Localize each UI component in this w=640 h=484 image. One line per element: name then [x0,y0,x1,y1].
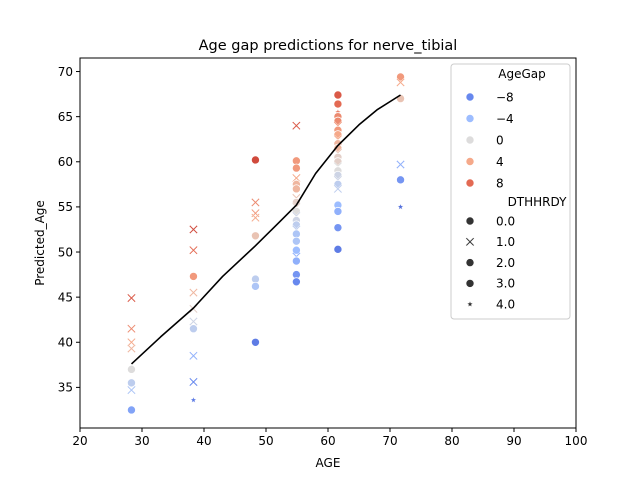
data-point [126,405,136,415]
data-point [396,77,406,87]
data-point [190,396,197,403]
legend-hue-marker [465,178,475,188]
data-point [333,99,343,109]
legend-style-label: 1.0 [496,235,515,249]
legend-style-label: 4.0 [496,298,515,312]
legend-hue-title: AgeGap [498,67,545,81]
legend-hue-label: 0 [496,133,504,147]
y-tick-label: 70 [58,65,73,79]
legend-style-marker [465,216,475,226]
data-point [188,377,198,387]
legend-box [450,63,571,320]
data-point [333,170,343,180]
trend-layer [130,94,401,365]
trend-line [130,94,401,365]
data-point [188,324,198,334]
legend-hue-label: 4 [496,155,504,169]
x-tick-label: 80 [444,434,459,448]
data-point [126,324,136,334]
y-tick-label: 50 [58,245,73,259]
legend-hue-marker [465,92,475,102]
data-point [126,293,136,303]
data-point [333,179,343,189]
y-tick-label: 65 [58,110,73,124]
chart-title: Age gap predictions for nerve_tibial [199,38,458,54]
data-point [333,184,343,194]
data-point [250,337,260,347]
data-point [291,256,301,266]
x-axis-label: AGE [316,456,341,470]
legend-style-label: 2.0 [496,256,515,270]
legend-hue-marker [465,114,475,124]
data-point [188,224,198,234]
x-axis-ticks: 20 30 40 50 60 70 80 90 100 [72,428,587,448]
data-point [333,130,343,140]
data-point [126,385,136,395]
data-point [250,197,260,207]
legend-style-marker [465,237,475,247]
data-point [397,203,404,210]
y-tick-label: 60 [58,155,73,169]
data-point [250,231,260,241]
data-point [291,236,301,246]
data-point [250,155,260,165]
data-point [396,160,406,169]
legend-hue-label: 8 [496,176,504,190]
data-point [333,157,343,167]
y-tick-label: 45 [58,290,73,304]
data-point [396,72,406,82]
data-point [333,223,343,233]
legend-style-title: DTHHRDY [508,195,568,209]
data-point [396,175,406,185]
points-layer [126,72,406,415]
x-tick-label: 60 [320,434,335,448]
data-point [126,378,136,388]
y-axis-ticks: 35 40 45 50 55 60 65 70 [58,65,80,395]
data-point [126,364,136,374]
x-tick-label: 50 [258,434,273,448]
data-point [188,245,198,255]
legend-hue-marker [465,156,475,166]
legend-hue-label: −8 [496,90,514,104]
data-point [188,288,198,298]
legend-style-marker [466,300,474,307]
data-point [250,213,260,223]
data-point [291,121,301,131]
x-tick-label: 20 [72,434,87,448]
legend-style-marker [465,258,475,268]
data-point [291,163,301,173]
data-point [126,344,136,354]
data-point [291,184,301,194]
legend-style-marker [465,278,475,288]
data-point [188,351,198,361]
data-point [291,245,301,255]
legend-hue-label: −4 [496,112,514,126]
data-point [333,116,343,126]
x-tick-label: 90 [506,434,521,448]
data-point [188,271,198,281]
legend-hue-marker [465,135,475,145]
data-point [333,206,343,216]
legend-style-label: 3.0 [496,277,515,291]
y-tick-label: 35 [58,381,73,395]
x-tick-label: 100 [565,434,588,448]
legend-style-label: 0.0 [496,214,515,228]
x-tick-label: 70 [382,434,397,448]
data-point [333,244,343,254]
legend: AgeGap −8 −4 0 4 8 DTHHRDY 0.0 1.0 2.0 3.0 4.0 [450,63,571,320]
x-tick-label: 40 [196,434,211,448]
y-tick-label: 55 [58,200,73,214]
y-axis-label: Predicted_Age [33,200,47,286]
data-point [291,277,301,287]
data-point [291,220,301,230]
x-tick-label: 30 [134,434,149,448]
data-point [250,281,260,291]
data-point [333,90,343,100]
y-tick-label: 40 [58,336,73,350]
